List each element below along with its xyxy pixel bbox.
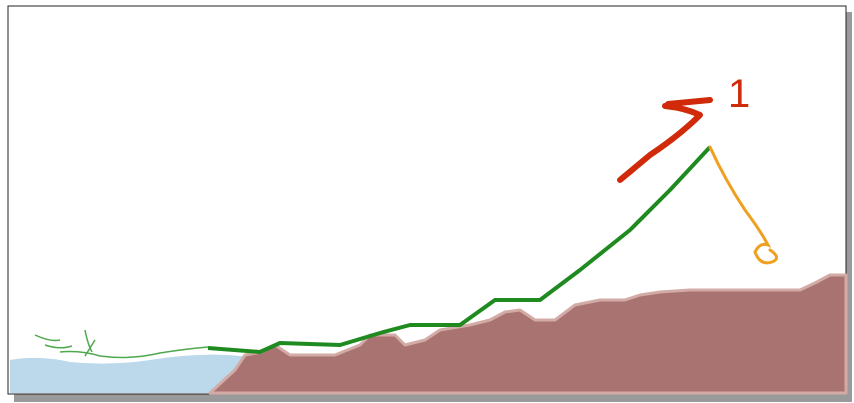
page: 1 (() => { const data = JSON.parse(docum…: [0, 0, 854, 403]
annotation-label: 1: [728, 72, 750, 116]
sketch: 1: [0, 0, 854, 403]
